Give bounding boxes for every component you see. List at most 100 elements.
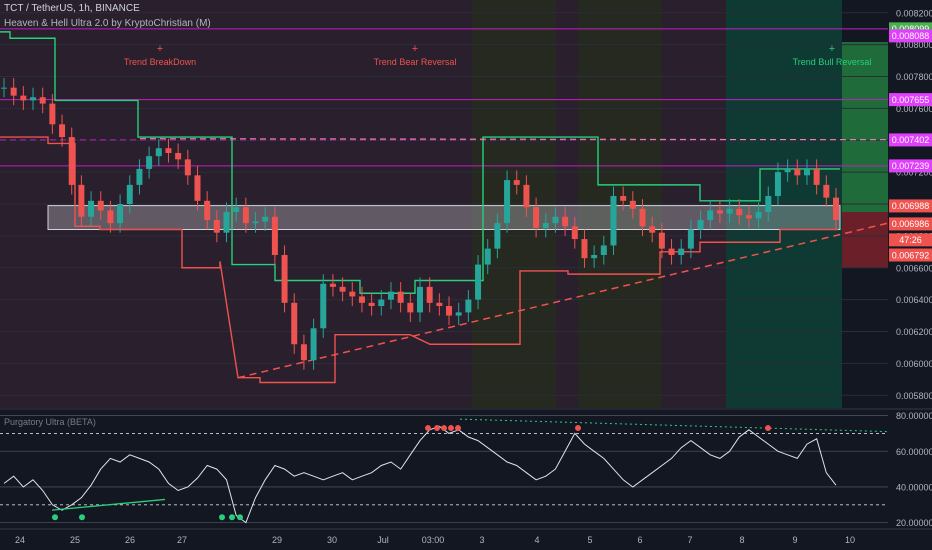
candle-body bbox=[136, 168, 143, 185]
y-axis-tick-label: 0.006000 bbox=[896, 359, 932, 369]
candle-body bbox=[10, 87, 17, 96]
candle-body bbox=[697, 219, 704, 230]
candle-body bbox=[504, 180, 511, 224]
indicator-title: Heaven & Hell Ultra 2.0 by KryptoChristi… bbox=[4, 18, 211, 29]
y-axis-tick-label: 0.005800 bbox=[896, 391, 932, 401]
candle-body bbox=[339, 286, 346, 292]
candle-body bbox=[571, 226, 578, 240]
signal-marker: + bbox=[157, 43, 163, 55]
candle-body bbox=[281, 255, 288, 303]
signal-marker: + bbox=[829, 43, 835, 55]
x-axis-tick-label: 03:00 bbox=[422, 535, 445, 545]
candle-body bbox=[494, 223, 501, 249]
annotation-label: Trend Bull Reversal bbox=[793, 57, 872, 67]
candle-body bbox=[387, 291, 394, 300]
bear-signal-dot bbox=[434, 425, 440, 432]
bull-signal-dot bbox=[52, 514, 58, 521]
y-axis-tick-label: 0.006400 bbox=[896, 295, 932, 305]
candle-body bbox=[107, 210, 114, 224]
price-tag-label: 0.007655 bbox=[892, 95, 930, 105]
candle-body bbox=[426, 286, 433, 303]
candle-body bbox=[436, 302, 443, 306]
bull-signal-dot bbox=[229, 514, 235, 521]
consolidation-zone bbox=[47, 205, 841, 230]
annotation-label: Trend BreakDown bbox=[124, 57, 196, 67]
candle-body bbox=[97, 200, 104, 211]
price-tag-label: 0.006792 bbox=[892, 250, 930, 260]
annotation-label: Trend Bear Reversal bbox=[374, 57, 457, 67]
candle-body bbox=[310, 328, 317, 361]
candle-body bbox=[88, 200, 95, 217]
candle-body bbox=[803, 168, 810, 176]
candle-body bbox=[300, 344, 307, 361]
candle-body bbox=[716, 210, 723, 214]
candle-body bbox=[146, 156, 153, 169]
y-axis-tick-label: 0.006600 bbox=[896, 263, 932, 273]
candle-body bbox=[774, 172, 781, 197]
x-axis-tick-label: Jul bbox=[377, 535, 389, 545]
candle-body bbox=[794, 168, 801, 176]
candle-body bbox=[687, 229, 694, 249]
candle-body bbox=[291, 302, 298, 345]
candle-body bbox=[417, 286, 423, 313]
x-axis-tick-label: 29 bbox=[272, 535, 282, 545]
x-axis-tick-label: 8 bbox=[739, 535, 744, 545]
candle-body bbox=[639, 208, 646, 227]
oscillator-tick-label: 40.000000 bbox=[896, 482, 932, 492]
y-axis-tick-label: 0.006200 bbox=[896, 327, 932, 337]
candle-body bbox=[600, 245, 607, 255]
resistance-trendline bbox=[139, 138, 889, 141]
candle-body bbox=[407, 302, 414, 313]
candle-body bbox=[30, 97, 37, 101]
candle-body bbox=[523, 184, 530, 208]
candle-body bbox=[765, 196, 772, 212]
oscillator-line bbox=[3, 425, 837, 524]
price-tag-label: 0.006986 bbox=[892, 219, 930, 229]
candle-body bbox=[446, 306, 453, 316]
candle-body bbox=[329, 283, 336, 287]
candle-body bbox=[78, 184, 85, 217]
price-tag-box bbox=[889, 199, 932, 213]
candle-body bbox=[175, 153, 182, 160]
oscillator-tick-label: 80.000000 bbox=[896, 411, 932, 421]
bear-signal-dot bbox=[765, 425, 771, 432]
candle-body bbox=[562, 216, 569, 227]
x-axis-tick-label: 6 bbox=[637, 535, 642, 545]
candle-body bbox=[20, 95, 27, 101]
candle-body bbox=[475, 264, 482, 300]
candle-body bbox=[542, 223, 549, 228]
x-axis-tick-label: 27 bbox=[177, 535, 187, 545]
bear-signal-dot bbox=[448, 425, 454, 432]
x-axis-tick-label: 10 bbox=[845, 535, 855, 545]
candle-body bbox=[581, 239, 588, 259]
price-tag-label: 0.007239 bbox=[892, 161, 930, 171]
bull-signal-dot bbox=[79, 514, 85, 521]
candle-body bbox=[745, 215, 752, 219]
x-axis-tick-label: 25 bbox=[70, 535, 80, 545]
price-tag-label: 0.008099 bbox=[892, 24, 930, 34]
candle-body bbox=[194, 175, 201, 201]
y-axis-tick-label: 0.008200 bbox=[896, 8, 932, 18]
support-trendline bbox=[237, 222, 889, 379]
candle-body bbox=[726, 208, 733, 214]
candle-body bbox=[707, 210, 714, 220]
candle-body bbox=[552, 216, 559, 224]
price-tag-box bbox=[889, 29, 932, 43]
x-axis-tick-label: 4 bbox=[534, 535, 539, 545]
price-tag-label: 0.008088 bbox=[892, 31, 930, 41]
y-axis-tick-label: 0.007200 bbox=[896, 168, 932, 178]
candle-body bbox=[252, 221, 259, 224]
candle-body bbox=[271, 216, 278, 255]
candle-body bbox=[349, 291, 356, 297]
candle-body bbox=[242, 207, 249, 224]
candle-body bbox=[39, 97, 46, 104]
candle-body bbox=[610, 196, 617, 246]
candle-body bbox=[213, 219, 220, 233]
oscillator-title: Purgatory Ultra (BETA) bbox=[4, 417, 96, 427]
candle-body bbox=[223, 211, 230, 233]
x-axis-tick-label: 9 bbox=[792, 535, 797, 545]
candle-body bbox=[126, 184, 133, 204]
candle-body bbox=[813, 168, 820, 185]
candle-body bbox=[262, 216, 269, 222]
